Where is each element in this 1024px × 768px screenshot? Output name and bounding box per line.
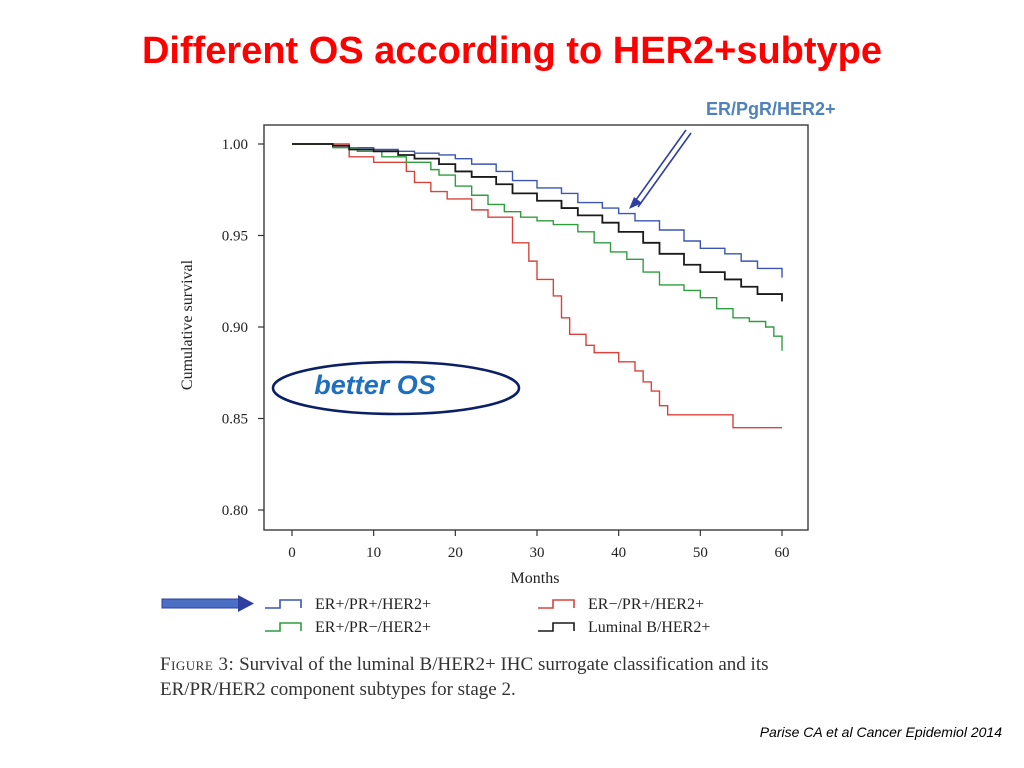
x-tick-label: 0 xyxy=(288,545,296,561)
callout-label: ER/PgR/HER2+ xyxy=(706,99,836,119)
y-tick-label: 0.90 xyxy=(222,320,248,336)
x-tick-label: 20 xyxy=(448,545,463,561)
x-tick-label: 30 xyxy=(530,545,545,561)
series-group xyxy=(292,143,783,429)
annotation-ellipse xyxy=(271,360,521,416)
legend-label: ER+/PR−/HER2+ xyxy=(315,619,431,636)
x-tick-label: 40 xyxy=(611,545,626,561)
axis-ticks: 0 10 20 30 40 50 60 0.80 0.85 0.90 0.95 1.00 xyxy=(222,137,790,561)
y-tick-label: 1.00 xyxy=(222,137,248,153)
legend-arrow-shaft xyxy=(161,598,241,609)
legend-label: Luminal B/HER2+ xyxy=(588,619,710,636)
y-tick-label: 0.95 xyxy=(222,229,248,245)
series-line-1 xyxy=(292,143,783,278)
legend-arrowhead xyxy=(238,595,254,612)
x-axis-label: Months xyxy=(511,570,560,587)
slide-title: Different OS according to HER2+subtype xyxy=(141,30,883,72)
series-line-2 xyxy=(292,143,782,429)
legend: ER+/PR+/HER2+ ER+/PR−/HER2+ ER−/PR+/HER2+ L… xyxy=(265,596,710,636)
figure-caption: Figure 3: Survival of the luminal B/HER2… xyxy=(160,652,860,702)
citation: Parise CA et al Cancer Epidemiol 2014 xyxy=(759,724,1002,740)
legend-swatch xyxy=(538,599,575,609)
callout-arrow-line-a xyxy=(632,129,687,205)
legend-swatch xyxy=(265,599,302,609)
plot-frame xyxy=(263,124,809,531)
x-tick-label: 10 xyxy=(366,545,381,561)
legend-label: ER−/PR+/HER2+ xyxy=(588,596,704,613)
legend-label: ER+/PR+/HER2+ xyxy=(315,596,431,613)
annotation-text: better OS xyxy=(314,370,436,400)
x-tick-label: 60 xyxy=(775,545,790,561)
callout-arrowhead xyxy=(629,197,642,209)
x-tick-label: 50 xyxy=(693,545,708,561)
y-tick-label: 0.80 xyxy=(222,503,248,519)
legend-swatch xyxy=(265,622,302,632)
legend-swatch xyxy=(538,622,575,632)
series-line-4 xyxy=(292,143,783,302)
caption-text: Survival of the luminal B/HER2+ IHC surr… xyxy=(160,654,769,700)
y-axis-label: Cumulative survival xyxy=(179,259,196,390)
caption-label: Figure 3: xyxy=(160,654,235,675)
y-tick-label: 0.85 xyxy=(222,412,248,428)
series-line-3 xyxy=(292,143,783,351)
callout-arrow-line-b xyxy=(637,132,692,208)
